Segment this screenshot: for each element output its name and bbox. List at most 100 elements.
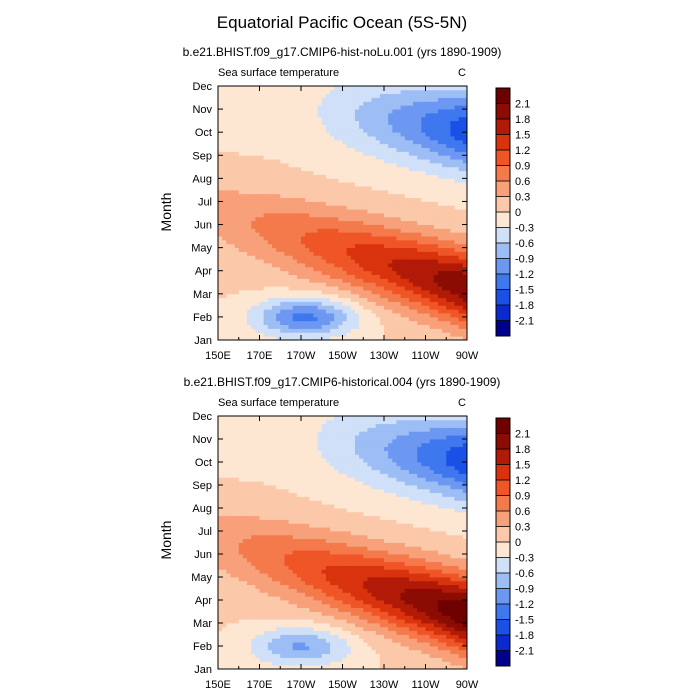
contour-cell <box>350 112 356 118</box>
contour-cell <box>238 259 244 264</box>
contour-cell <box>354 139 360 145</box>
contour-cell <box>359 97 364 102</box>
contour-cell <box>346 653 352 658</box>
contour-cell <box>400 193 406 199</box>
contour-cell <box>429 178 435 183</box>
contour-cell <box>437 89 443 95</box>
y-tick-label: May <box>191 243 212 255</box>
contour-cell <box>437 313 443 318</box>
contour-cell <box>388 193 393 199</box>
contour-cell <box>388 619 393 624</box>
contour-cell <box>462 619 468 624</box>
contour-cell <box>413 623 418 628</box>
contour-cell <box>408 301 414 306</box>
contour-cell <box>396 147 401 152</box>
contour-cell <box>242 136 248 141</box>
contour-cell <box>388 143 393 148</box>
contour-cell <box>379 147 385 152</box>
contour-cell <box>379 170 385 175</box>
contour-cell <box>408 247 414 252</box>
contour-cell <box>247 89 252 95</box>
contour-cell <box>408 220 414 225</box>
contour-cell <box>400 120 406 125</box>
contour-cell <box>226 305 231 310</box>
contour-cell <box>338 120 343 125</box>
contour-cell <box>259 611 265 616</box>
contour-cell <box>354 232 360 237</box>
contour-cell <box>442 189 447 195</box>
contour-cell <box>234 243 240 249</box>
contour-cell <box>338 236 343 241</box>
contour-cell <box>379 105 385 110</box>
contour-cell <box>408 611 414 616</box>
contour-cell <box>280 120 285 125</box>
contour-cell <box>321 615 327 620</box>
contour-cell <box>404 649 410 655</box>
contour-cell <box>284 336 289 341</box>
contour-cell <box>296 634 302 639</box>
contour-cell <box>384 313 389 318</box>
contour-cell <box>288 278 294 283</box>
contour-cell <box>292 328 298 333</box>
contour-cell <box>238 239 244 245</box>
contour-cell <box>425 112 431 118</box>
contour-cell <box>218 289 223 295</box>
contour-cell <box>288 147 294 152</box>
contour-cell <box>284 170 289 175</box>
contour-cell <box>218 197 223 202</box>
contour-cell <box>458 657 464 662</box>
contour-cell <box>259 336 265 341</box>
contour-cell <box>321 97 327 102</box>
contour-cell <box>222 170 227 175</box>
contour-cell <box>292 166 298 172</box>
contour-cell <box>425 136 431 141</box>
contour-cell <box>313 105 318 110</box>
contour-cell <box>263 112 269 118</box>
contour-cell <box>334 282 339 287</box>
contour-cell <box>454 626 460 632</box>
contour-cell <box>242 289 248 295</box>
contour-cell <box>442 638 447 643</box>
contour-cell <box>437 216 443 222</box>
contour-cell <box>305 182 310 187</box>
contour-cell <box>338 201 343 206</box>
contour-cell <box>288 649 294 655</box>
contour-cell <box>309 132 314 137</box>
contour-cell <box>458 105 464 110</box>
contour-cell <box>238 278 244 283</box>
contour-cell <box>454 615 460 620</box>
contour-cell <box>367 270 372 275</box>
contour-cell <box>421 646 426 651</box>
contour-cell <box>222 646 227 651</box>
contour-cell <box>230 151 235 156</box>
contour-cell <box>255 120 260 125</box>
contour-cell <box>354 193 360 199</box>
contour-cell <box>247 136 252 141</box>
contour-cell <box>338 309 343 314</box>
contour-cell <box>413 657 418 662</box>
contour-cell <box>371 193 377 199</box>
contour-cell <box>226 189 231 195</box>
contour-cell <box>413 120 418 125</box>
contour-cell <box>392 174 397 179</box>
contour-cell <box>421 143 426 148</box>
contour-cell <box>242 143 248 148</box>
contour-cell <box>350 649 356 655</box>
contour-cell <box>309 112 314 118</box>
contour-cell <box>230 209 235 214</box>
contour-cell <box>462 136 468 141</box>
contour-cell <box>238 289 244 295</box>
contour-cell <box>263 97 269 102</box>
contour-cell <box>271 232 277 237</box>
contour-cell <box>371 147 377 152</box>
contour-cell <box>421 178 426 183</box>
contour-cell <box>462 646 468 651</box>
contour-cell <box>446 646 451 651</box>
contour-cell <box>450 243 455 249</box>
contour-cell <box>433 623 439 628</box>
contour-cell <box>371 155 377 160</box>
contour-cell <box>446 209 451 214</box>
contour-cell <box>230 193 235 199</box>
contour-cell <box>437 101 443 106</box>
contour-cell <box>325 170 331 175</box>
